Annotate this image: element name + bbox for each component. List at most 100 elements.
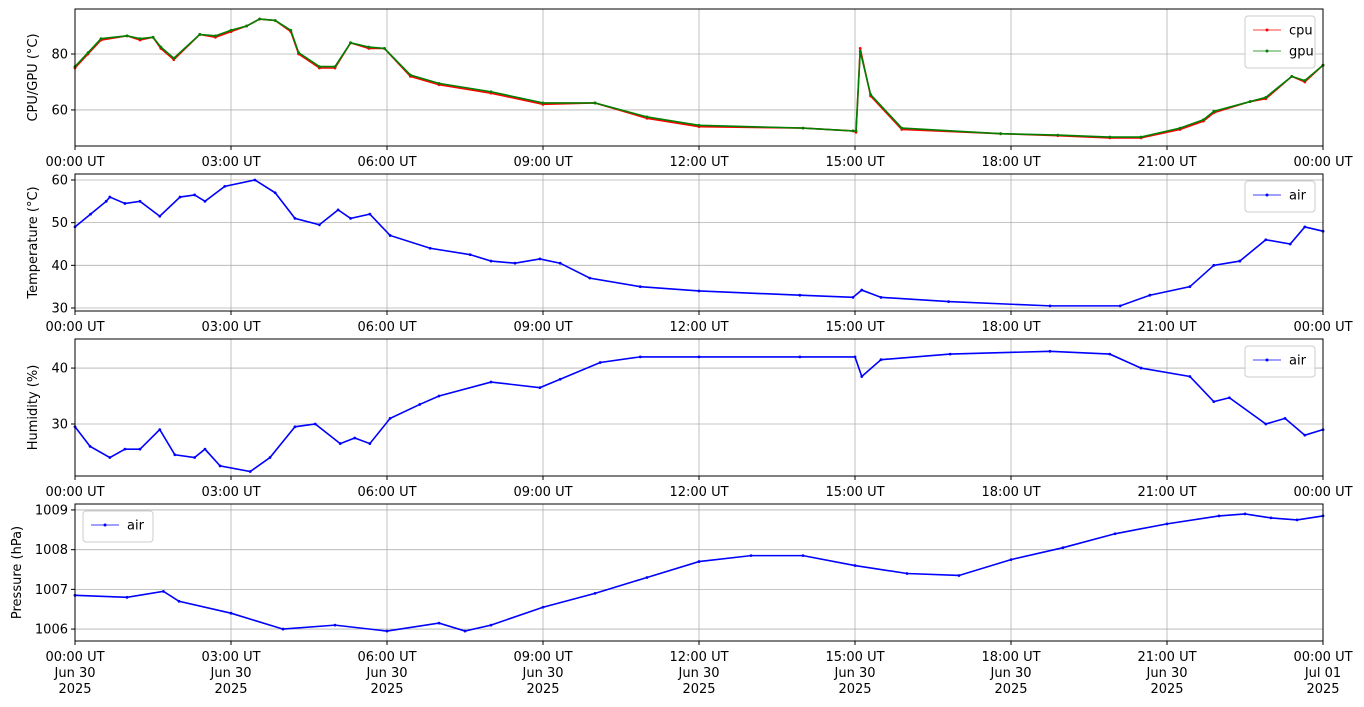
data-point	[1212, 263, 1216, 267]
data-point	[1009, 558, 1013, 561]
data-point	[947, 300, 950, 304]
data-point	[281, 627, 285, 631]
panel: 30 40 50 60 00:00 UT 03:00 UT 06:00 UT 09:00 UT…	[26, 173, 1353, 335]
data-point	[858, 47, 862, 50]
data-point	[860, 288, 864, 292]
x-tick-label: 03:00 UT	[201, 485, 260, 500]
data-point	[89, 212, 92, 216]
y-tick-label: 1006	[35, 623, 68, 638]
data-point	[1148, 293, 1152, 297]
data-point	[645, 115, 649, 119]
data-point	[193, 193, 197, 197]
x-tick-label: 18:00 UT	[981, 155, 1040, 170]
x-tick-label: 18:00 UT	[981, 485, 1040, 500]
data-point	[218, 464, 222, 468]
data-point	[162, 589, 165, 593]
data-point	[318, 65, 321, 68]
data-point	[88, 444, 92, 448]
data-point	[229, 611, 233, 615]
data-point	[697, 355, 701, 359]
data-point	[138, 199, 142, 203]
data-point	[645, 576, 649, 579]
x-tick-label-line: 2025	[370, 682, 403, 697]
data-point	[223, 184, 227, 188]
data-point	[289, 28, 293, 32]
x-tick-label: 09:00 UT	[513, 485, 572, 500]
x-tick-label-line: 18:00 UT	[981, 650, 1040, 665]
data-point	[598, 361, 602, 364]
data-point	[1061, 546, 1065, 550]
data-point	[513, 261, 517, 265]
data-point	[1118, 304, 1122, 308]
data-point	[697, 560, 701, 563]
data-point	[489, 90, 493, 94]
data-point	[1108, 352, 1112, 356]
y-tick-label: 1008	[35, 543, 68, 558]
data-point	[1303, 433, 1307, 437]
x-tick-label: 15:00 UT	[825, 320, 884, 335]
data-point	[1048, 304, 1052, 308]
data-point	[336, 208, 340, 212]
data-point	[1139, 366, 1143, 370]
x-tick-label: 15:00 UT Jun 30 2025	[825, 650, 884, 697]
data-point	[957, 574, 961, 577]
x-tick-label-line: 00:00 UT	[45, 650, 104, 665]
data-point	[468, 253, 472, 257]
x-tick-label: 21:00 UT	[1137, 320, 1196, 335]
data-point	[248, 470, 252, 473]
legend-label: air	[1289, 354, 1307, 369]
data-point	[159, 45, 163, 49]
data-point	[593, 591, 597, 595]
data-point	[138, 37, 142, 41]
x-tick-label-line: 2025	[526, 682, 559, 697]
legend-box	[82, 510, 154, 543]
data-point	[1178, 126, 1182, 130]
x-tick-label: 09:00 UT Jun 30 2025	[513, 650, 572, 697]
x-tick-label-line: 03:00 UT	[201, 650, 260, 665]
data-point	[697, 289, 701, 293]
data-point	[905, 572, 909, 575]
data-point	[1113, 532, 1117, 536]
y-axis-label: Temperature (°C)	[26, 186, 41, 299]
y-tick-label: 30	[51, 302, 68, 317]
data-point	[104, 199, 108, 203]
x-tick-label-line: Jun 30	[1146, 666, 1188, 681]
data-point	[1108, 135, 1112, 139]
y-axis-label: CPU/GPU (°C)	[26, 33, 41, 121]
legend-marker	[1265, 193, 1269, 197]
x-tick-label: 06:00 UT	[357, 485, 416, 500]
data-point	[123, 447, 127, 451]
data-point	[383, 47, 386, 50]
data-point	[541, 605, 545, 609]
data-point	[1212, 400, 1216, 404]
x-tick-label: 21:00 UT Jun 30 2025	[1137, 650, 1196, 697]
data-point	[463, 629, 467, 633]
data-point	[151, 35, 155, 39]
data-point	[353, 436, 357, 440]
data-point	[1243, 512, 1247, 516]
x-tick-label: 12:00 UT	[669, 320, 728, 335]
data-point	[538, 257, 542, 261]
data-point	[558, 261, 562, 265]
legend-marker	[1265, 28, 1269, 32]
x-tick-label-line: Jun 30	[210, 666, 252, 681]
data-point	[489, 380, 493, 384]
x-tick-label: 18:00 UT	[981, 320, 1040, 335]
data-point	[333, 623, 337, 627]
x-tick-label: 09:00 UT	[513, 320, 572, 335]
data-point	[125, 595, 129, 599]
y-tick-label: 80	[51, 48, 68, 63]
x-tick-label: 03:00 UT	[201, 320, 260, 335]
y-tick-label: 40	[51, 259, 68, 274]
data-point	[1288, 242, 1292, 246]
x-tick-label-line: 2025	[838, 682, 871, 697]
panel: 60 80 00:00 UT 03:00 UT 06:00 UT 09:00 UT 12:0…	[26, 8, 1353, 170]
x-tick-label: 06:00 UT	[357, 320, 416, 335]
data-point	[177, 599, 181, 603]
data-point	[1212, 109, 1216, 113]
data-point	[697, 123, 701, 127]
legend-box	[1244, 15, 1316, 69]
x-tick-label-line: Jun 30	[54, 666, 96, 681]
x-tick-label: 00:00 UT	[1293, 485, 1352, 500]
y-axis-label: Humidity (%)	[26, 365, 41, 451]
